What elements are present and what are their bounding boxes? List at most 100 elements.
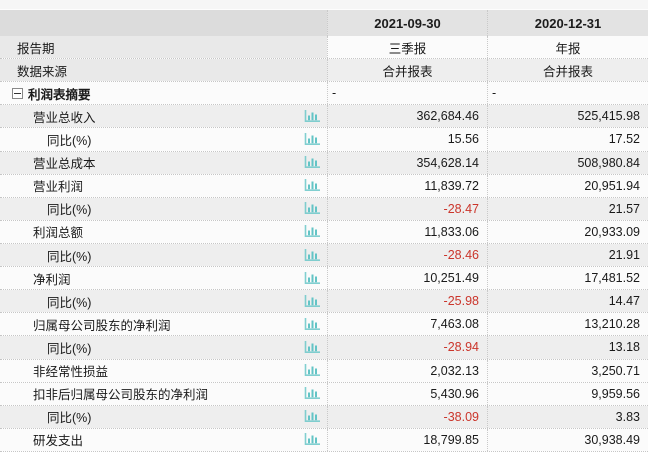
- row-label-cell: 营业总收入: [0, 105, 327, 128]
- row-label-cell: 数据来源: [0, 59, 327, 82]
- table-body: 报告期 三季报 年报 数据来源 合并报表 合并报表 利润表摘要 - - 营业总收入 362,684.…: [0, 36, 648, 452]
- row-label-cell: 利润总额: [0, 220, 327, 243]
- row-label: 同比(%): [47, 133, 92, 148]
- value-cell: -28.46: [327, 243, 487, 267]
- bar-chart-icon[interactable]: [302, 294, 321, 309]
- bar-chart-icon[interactable]: [302, 155, 321, 170]
- row-label: 营业利润: [33, 180, 84, 195]
- row-label: 营业总收入: [33, 110, 96, 125]
- row-label: 非经常性损益: [33, 365, 109, 380]
- value-cell: -25.98: [327, 290, 487, 313]
- value-cell: 20,951.94: [487, 174, 648, 197]
- bar-chart-icon[interactable]: [302, 340, 321, 355]
- value-cell: 合并报表: [487, 59, 648, 82]
- row-label: 同比(%): [47, 249, 92, 264]
- row-label: 同比(%): [47, 295, 92, 310]
- value-cell: -: [327, 82, 487, 105]
- table-row-net-profit-attributable-to-parent[interactable]: 归属母公司股东的净利润 7,463.08 13,210.28: [0, 313, 648, 337]
- value-cell: 三季报: [327, 36, 487, 59]
- value-cell: 13.18: [487, 336, 648, 359]
- table-row-deducted-net-profit-yoy[interactable]: 同比(%) -38.09 3.83: [0, 405, 648, 429]
- value-cell: 17,481.52: [487, 267, 648, 290]
- value-cell: -28.47: [327, 197, 487, 220]
- row-label-cell: 同比(%): [0, 197, 327, 220]
- bar-chart-icon[interactable]: [302, 201, 321, 216]
- table-row-deducted-net-profit-attributable[interactable]: 扣非后归属母公司股东的净利润 5,430.96 9,959.56: [0, 382, 648, 406]
- value-cell: 15.56: [327, 128, 487, 151]
- table-row-rd-expense[interactable]: 研发支出 18,799.85 30,938.49: [0, 428, 648, 452]
- collapse-minus-icon[interactable]: [12, 87, 23, 99]
- row-label-cell: 归属母公司股东的净利润: [0, 313, 327, 336]
- value-cell: 362,684.46: [327, 105, 487, 128]
- bar-chart-icon[interactable]: [302, 132, 321, 147]
- value-cell: 11,839.72: [327, 174, 487, 197]
- value-cell: -: [487, 82, 648, 105]
- row-label-cell: 研发支出: [0, 428, 327, 451]
- bar-chart-icon[interactable]: [302, 432, 321, 447]
- row-label-cell: 同比(%): [0, 128, 327, 151]
- bar-chart-icon[interactable]: [302, 248, 321, 263]
- bar-chart-icon[interactable]: [302, 271, 321, 286]
- table-row-non-recurring-gains-losses[interactable]: 非经常性损益 2,032.13 3,250.71: [0, 359, 648, 383]
- table-row-net-profit-yoy[interactable]: 同比(%) -25.98 14.47: [0, 290, 648, 314]
- row-label-cell: 同比(%): [0, 405, 327, 428]
- value-cell: 10,251.49: [327, 267, 487, 290]
- table-row-operating-profit-yoy[interactable]: 同比(%) -28.47 21.57: [0, 197, 648, 221]
- bar-chart-icon[interactable]: [302, 109, 321, 124]
- bar-chart-icon[interactable]: [302, 363, 321, 378]
- bar-chart-icon[interactable]: [302, 317, 321, 332]
- row-label: 归属母公司股东的净利润: [33, 318, 171, 333]
- row-label-cell: 非经常性损益: [0, 359, 327, 382]
- value-cell: 525,415.98: [487, 105, 648, 128]
- label-column-header: [0, 10, 327, 36]
- table-row-net-profit-attributable-yoy[interactable]: 同比(%) -28.94 13.18: [0, 336, 648, 360]
- value-cell: 14.47: [487, 290, 648, 313]
- bar-chart-icon[interactable]: [302, 178, 321, 193]
- row-label-cell: 营业利润: [0, 174, 327, 197]
- table-row-income-statement-summary[interactable]: 利润表摘要 - -: [0, 82, 648, 106]
- row-label-cell: 利润表摘要: [0, 82, 327, 105]
- table-row-net-profit[interactable]: 净利润 10,251.49 17,481.52: [0, 267, 648, 291]
- top-spacer: [0, 0, 648, 10]
- value-cell: 508,980.84: [487, 151, 648, 174]
- value-cell: -28.94: [327, 336, 487, 359]
- value-cell: 20,933.09: [487, 220, 648, 243]
- value-cell: 年报: [487, 36, 648, 59]
- value-cell: -38.09: [327, 405, 487, 428]
- row-label-cell: 营业总成本: [0, 151, 327, 174]
- row-label: 利润表摘要: [28, 87, 91, 102]
- row-label: 同比(%): [47, 203, 92, 218]
- row-label: 净利润: [33, 272, 71, 287]
- row-label-cell: 扣非后归属母公司股东的净利润: [0, 382, 327, 405]
- row-label-cell: 报告期: [0, 36, 327, 59]
- value-cell: 21.57: [487, 197, 648, 220]
- row-label: 研发支出: [33, 434, 84, 449]
- value-cell: 2,032.13: [327, 359, 487, 382]
- value-cell: 3,250.71: [487, 359, 648, 382]
- date-column-header: 2021-09-30: [327, 10, 487, 36]
- table-row-operating-profit[interactable]: 营业利润 11,839.72 20,951.94: [0, 174, 648, 198]
- date-column-header: 2020-12-31: [487, 10, 648, 36]
- value-cell: 5,430.96: [327, 382, 487, 405]
- bar-chart-icon[interactable]: [302, 224, 321, 239]
- table-row-report-period[interactable]: 报告期 三季报 年报: [0, 36, 648, 60]
- value-cell: 合并报表: [327, 59, 487, 82]
- table-row-total-profit-yoy[interactable]: 同比(%) -28.46 21.91: [0, 243, 648, 268]
- row-label: 营业总成本: [33, 157, 96, 172]
- row-label-cell: 净利润: [0, 267, 327, 290]
- value-cell: 13,210.28: [487, 313, 648, 336]
- table-row-total-operating-cost[interactable]: 营业总成本 354,628.14 508,980.84: [0, 151, 648, 175]
- table-row-data-source[interactable]: 数据来源 合并报表 合并报表: [0, 59, 648, 83]
- row-label-cell: 同比(%): [0, 336, 327, 359]
- table-row-total-operating-revenue-yoy[interactable]: 同比(%) 15.56 17.52: [0, 128, 648, 152]
- value-cell: 17.52: [487, 128, 648, 151]
- bar-chart-icon[interactable]: [302, 409, 321, 424]
- value-cell: 9,959.56: [487, 382, 648, 405]
- value-cell: 3.83: [487, 405, 648, 428]
- value-cell: 30,938.49: [487, 428, 648, 451]
- table-row-total-profit[interactable]: 利润总额 11,833.06 20,933.09: [0, 220, 648, 244]
- table-row-total-operating-revenue[interactable]: 营业总收入 362,684.46 525,415.98: [0, 105, 648, 129]
- bar-chart-icon[interactable]: [302, 386, 321, 401]
- value-cell: 11,833.06: [327, 220, 487, 243]
